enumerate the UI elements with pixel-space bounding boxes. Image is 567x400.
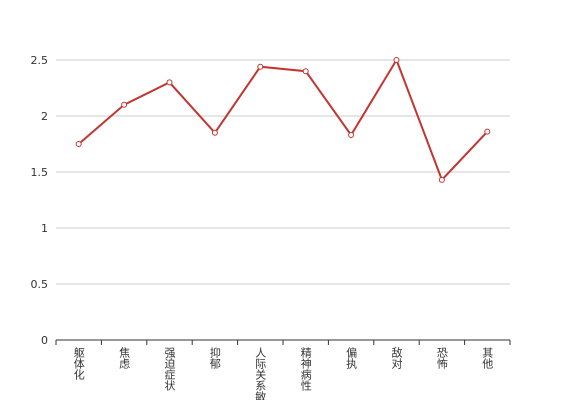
point xyxy=(121,101,128,108)
x-tick-label: 人际关系敏感 xyxy=(254,347,267,400)
point xyxy=(484,128,491,135)
y-tick-label: 2.5 xyxy=(31,54,49,67)
line xyxy=(78,57,489,182)
y-tick-label: 0 xyxy=(41,334,48,347)
x-tick-label: 恐怖 xyxy=(435,347,448,369)
point xyxy=(257,63,264,70)
point xyxy=(166,79,173,86)
x-tick-label: 敌对 xyxy=(390,346,403,369)
x-tick-label: 偏执 xyxy=(345,346,358,370)
point xyxy=(75,141,82,147)
x-tick-label: 强迫症状 xyxy=(163,347,176,391)
point xyxy=(393,57,400,63)
y-tick-label: 1 xyxy=(41,222,48,235)
x-tick-label: 其他 xyxy=(481,347,494,369)
point xyxy=(348,132,355,139)
x-tick-label: 精神病性 xyxy=(299,347,312,392)
x-tick-label: 焦虑 xyxy=(118,347,131,369)
point xyxy=(438,176,445,183)
x-tick-label: 抑郁 xyxy=(208,346,221,369)
point xyxy=(302,68,309,75)
y-tick-label: 0.5 xyxy=(31,278,49,291)
x-tick-label: 躯体化 xyxy=(72,347,85,381)
y-tick-label: 1.5 xyxy=(31,166,49,179)
point xyxy=(211,129,218,136)
y-tick-label: 2 xyxy=(41,110,48,123)
